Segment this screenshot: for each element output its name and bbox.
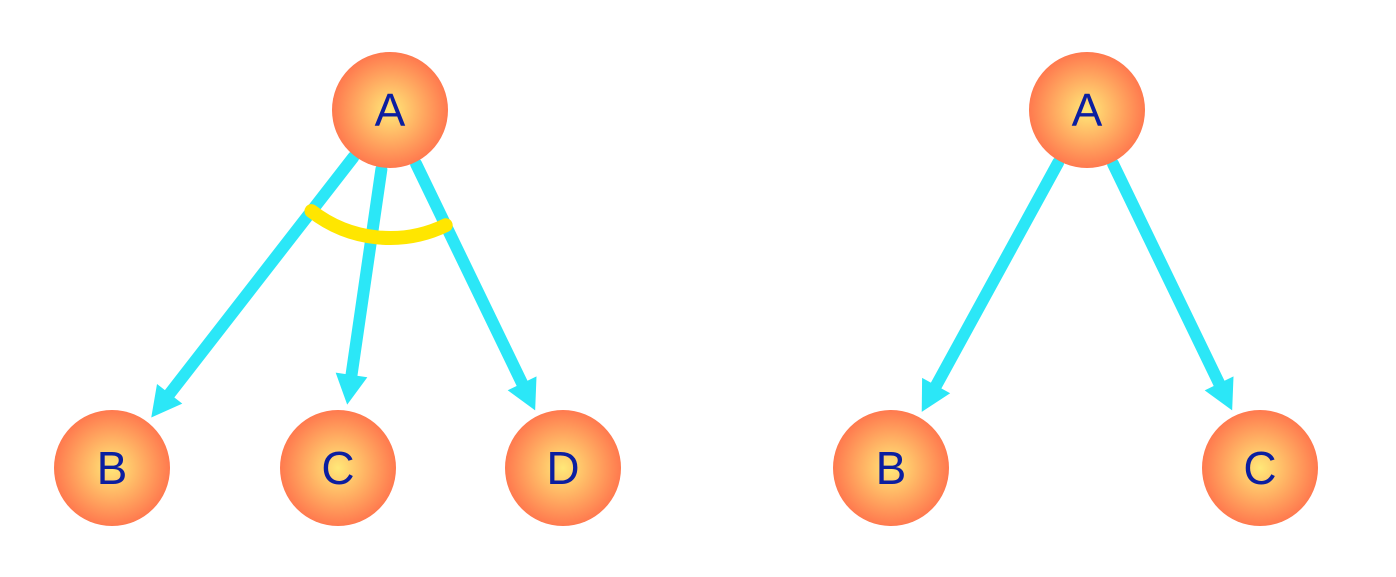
node-label: B (876, 442, 907, 494)
node-label: C (321, 442, 354, 494)
edge-A-C (336, 169, 382, 404)
edge-A-B (922, 163, 1058, 412)
node-label: A (375, 84, 406, 136)
node-d: D (505, 410, 621, 526)
edge-A-C (1113, 164, 1233, 410)
node-label: D (546, 442, 579, 494)
node-b: B (833, 410, 949, 526)
diagram-canvas: A B C D A B C (0, 0, 1396, 577)
node-label: A (1072, 84, 1103, 136)
node-label: B (97, 442, 128, 494)
node-c: C (1202, 410, 1318, 526)
edge-A-B (151, 157, 353, 417)
node-b: B (54, 410, 170, 526)
node-a: A (1029, 52, 1145, 168)
node-c: C (280, 410, 396, 526)
node-label: C (1243, 442, 1276, 494)
node-a: A (332, 52, 448, 168)
edge-A-D (416, 164, 536, 410)
